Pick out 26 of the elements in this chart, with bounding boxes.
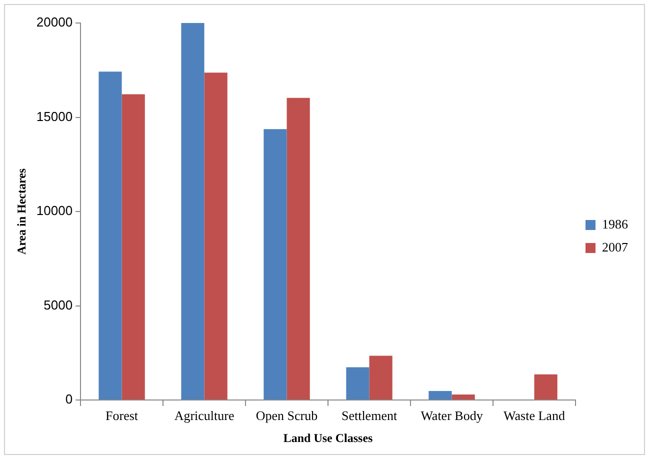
bar xyxy=(204,72,228,400)
bar xyxy=(98,72,122,400)
bar xyxy=(534,374,558,400)
y-tick-label: 5000 xyxy=(44,297,73,312)
x-tick-label: Open Scrub xyxy=(256,408,318,424)
bar xyxy=(369,356,392,400)
y-tick-label: 20000 xyxy=(36,14,73,30)
x-tick-label: Agriculture xyxy=(174,408,234,424)
x-tick-label: Forest xyxy=(106,408,138,424)
bar xyxy=(264,129,287,400)
x-tick-label: Water Body xyxy=(420,408,484,424)
y-axis-title: Area in Hectares xyxy=(14,168,28,255)
bar xyxy=(428,390,452,400)
bar xyxy=(286,98,310,400)
y-tick-label: 15000 xyxy=(36,108,73,124)
bar xyxy=(346,367,370,400)
bar xyxy=(452,394,475,400)
x-axis-title: Land Use Classes xyxy=(283,430,374,445)
y-tick-label: 10000 xyxy=(36,203,73,218)
x-tick-label: Waste Land xyxy=(504,408,566,424)
bar xyxy=(122,94,145,400)
legend-label: 1986 xyxy=(602,216,628,232)
x-tick-label: Settlement xyxy=(341,408,398,424)
legend-label: 2007 xyxy=(602,239,628,254)
bar xyxy=(181,23,204,400)
y-tick-label: 0 xyxy=(65,392,73,407)
